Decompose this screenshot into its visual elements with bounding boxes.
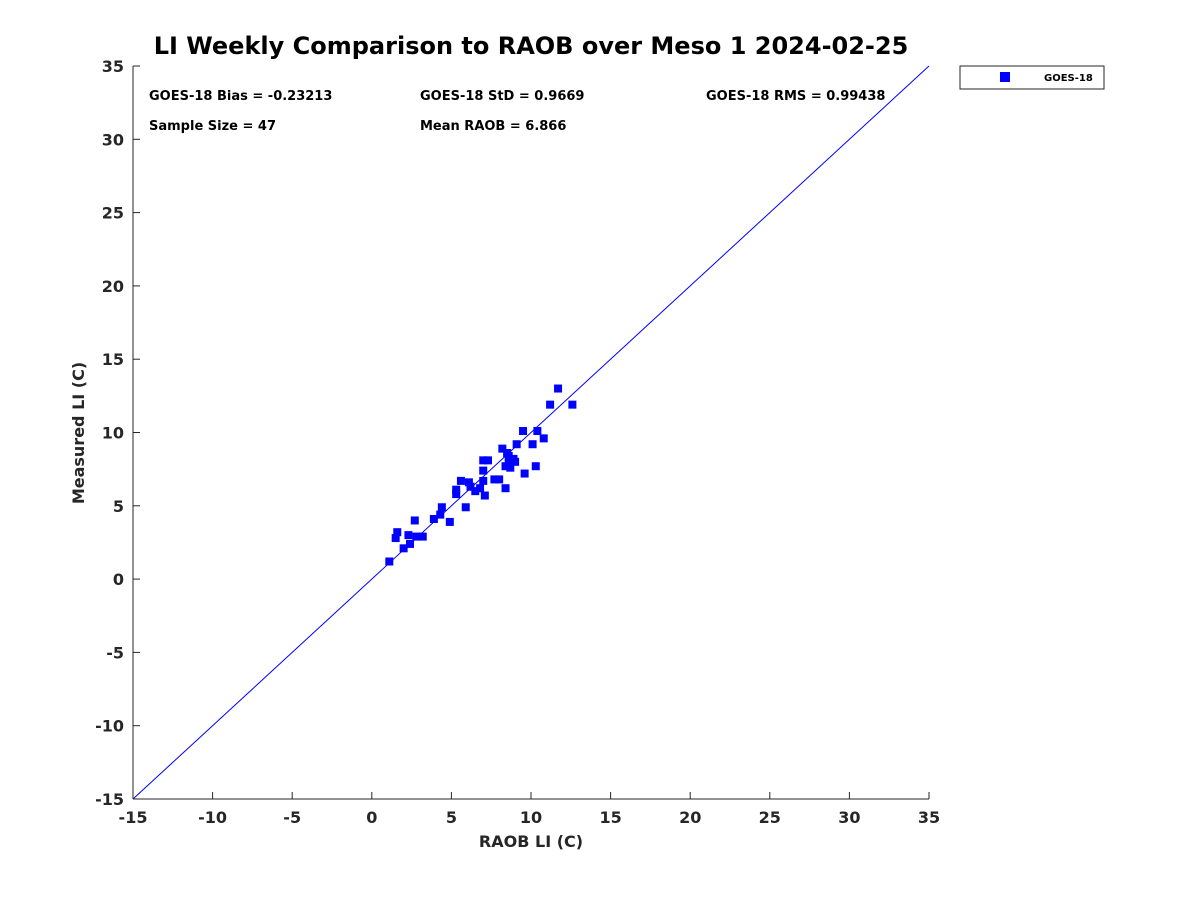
y-tick-label: 15 — [102, 350, 124, 369]
x-tick-label: -10 — [198, 808, 227, 827]
y-tick-label: -10 — [95, 717, 124, 736]
data-point — [452, 490, 461, 499]
y-tick-label: 0 — [113, 570, 124, 589]
data-point — [391, 534, 400, 543]
y-axis-ticks: -15 -10 -5 0 5 10 15 20 25 30 35 — [95, 57, 140, 809]
data-point — [464, 478, 473, 487]
legend: GOES-18 — [959, 65, 1105, 90]
data-point — [539, 434, 548, 443]
stat-std: GOES-18 StD = 0.9669 — [420, 89, 584, 104]
data-point — [511, 457, 520, 466]
chart-title: LI Weekly Comparison to RAOB over Meso 1… — [154, 32, 909, 60]
data-point — [519, 427, 528, 436]
y-tick-label: 35 — [102, 57, 124, 76]
y-tick-label: -5 — [106, 643, 124, 662]
data-point — [480, 491, 489, 500]
x-tick-label: -15 — [119, 808, 148, 827]
data-point — [546, 400, 555, 409]
data-point — [471, 487, 480, 496]
stat-bias: GOES-18 Bias = -0.23213 — [149, 89, 332, 104]
x-axis-ticks: -15 -10 -5 0 5 10 15 20 25 30 35 — [119, 792, 940, 827]
data-point — [452, 485, 461, 494]
data-point — [399, 544, 408, 553]
data-point — [490, 475, 499, 484]
data-point — [429, 514, 438, 523]
one-to-one-line — [132, 65, 930, 800]
data-point — [498, 444, 507, 453]
stat-rms: GOES-18 RMS = 0.99438 — [706, 89, 885, 104]
y-tick-label: -15 — [95, 790, 124, 809]
x-axis-label: RAOB LI (C) — [479, 832, 583, 851]
x-tick-label: -5 — [283, 808, 301, 827]
data-point — [503, 449, 512, 458]
legend-label-goes18: GOES-18 — [1044, 73, 1093, 84]
data-point — [533, 427, 542, 436]
x-tick-label: 25 — [759, 808, 781, 827]
plot-area: -15 -10 -5 0 5 10 15 20 25 30 35 -15 -10 -5 0 5 10 15 20 2… — [95, 57, 940, 827]
data-point — [418, 532, 427, 541]
y-tick-label: 10 — [102, 424, 124, 443]
data-point — [445, 517, 454, 526]
data-point — [506, 463, 515, 472]
data-point — [501, 484, 510, 493]
data-point — [404, 531, 413, 540]
y-axis-label: Measured LI (C) — [69, 362, 88, 504]
data-point — [479, 476, 488, 485]
data-point — [410, 516, 419, 525]
y-tick-label: 20 — [102, 277, 124, 296]
data-point — [436, 510, 445, 519]
x-tick-label: 30 — [838, 808, 860, 827]
legend-box — [959, 65, 1105, 90]
data-point — [554, 384, 563, 393]
series-goes18-points — [385, 384, 577, 566]
data-point — [479, 466, 488, 475]
legend-marker-square — [1000, 72, 1010, 82]
data-point — [568, 400, 577, 409]
data-point — [437, 503, 446, 512]
x-tick-label: 20 — [679, 808, 701, 827]
data-point — [479, 456, 488, 465]
data-point — [495, 475, 504, 484]
data-point — [512, 440, 521, 449]
y-tick-label: 5 — [113, 497, 124, 516]
data-point — [504, 459, 513, 468]
data-point — [484, 456, 493, 465]
x-tick-label: 35 — [918, 808, 940, 827]
stat-mean-raob: Mean RAOB = 6.866 — [420, 119, 566, 134]
data-point — [406, 539, 415, 548]
data-point — [393, 528, 402, 537]
data-point — [528, 440, 537, 449]
x-tick-label: 5 — [446, 808, 457, 827]
data-point — [461, 503, 470, 512]
data-point — [531, 462, 540, 471]
x-tick-label: 15 — [599, 808, 621, 827]
y-tick-label: 25 — [102, 204, 124, 223]
x-tick-label: 0 — [366, 808, 377, 827]
stat-sample-size: Sample Size = 47 — [149, 119, 276, 134]
x-tick-label: 10 — [520, 808, 542, 827]
data-point — [456, 476, 465, 485]
y-tick-label: 30 — [102, 130, 124, 149]
data-point — [466, 482, 475, 491]
data-point — [412, 532, 421, 541]
data-point — [476, 484, 485, 493]
data-point — [385, 557, 394, 566]
data-point — [520, 469, 529, 478]
